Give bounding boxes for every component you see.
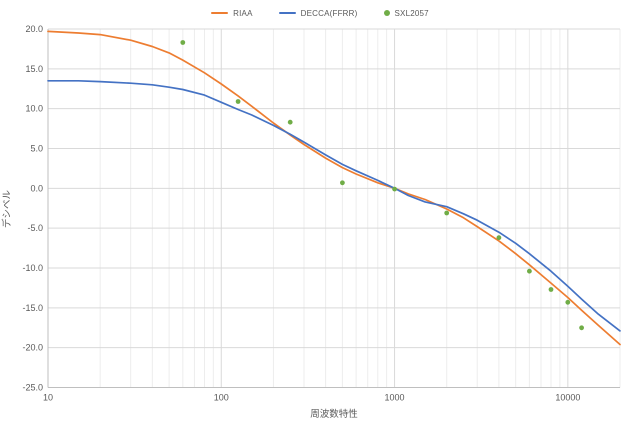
x-tick-label: 1000 [385,393,405,403]
scatter-point-sxl2057 [287,119,293,125]
y-tick-label: 15.0 [25,64,43,74]
series-line-decca-ffrr- [47,79,621,332]
legend-item-decca: DECCA(FFRR) [278,8,358,18]
scatter-point-sxl2057 [579,325,584,331]
series-line-riaa [47,30,621,346]
scatter-point-sxl2057 [340,180,345,186]
decca-line-marker-icon [278,12,296,14]
sxl2057-dot-marker-icon [383,10,390,16]
x-tick-label: 100 [214,393,229,403]
legend-item-sxl2057: SXL2057 [383,8,429,18]
chart-legend: RIAA DECCA(FFRR) SXL2057 [0,6,640,20]
scatter-point-sxl2057 [527,268,532,274]
x-tick-label: 10 [43,393,53,403]
y-tick-label: -15.0 [22,303,43,313]
y-tick-label: 20.0 [25,24,43,34]
scatter-point-sxl2057 [565,299,571,305]
scatter-point-sxl2057 [180,40,186,45]
x-tick-label: 10000 [555,393,580,403]
y-tick-label: -10.0 [22,263,43,273]
y-tick-label: -20.0 [22,343,43,353]
riaa-line-marker-icon [211,12,229,14]
scatter-point-sxl2057 [496,235,502,241]
y-tick-label: 5.0 [30,144,43,154]
scatter-point-sxl2057 [548,287,554,292]
y-tick-label: 0.0 [30,183,43,193]
x-axis-title: 周波数特性 [310,409,358,420]
scatter-point-sxl2057 [235,99,241,104]
scatter-point-sxl2057 [444,210,450,216]
y-tick-label: -5.0 [27,223,43,233]
scatter-point-sxl2057 [392,186,397,192]
y-tick-label: -25.0 [22,383,43,393]
legend-label-sxl2057: SXL2057 [394,8,429,18]
legend-label-riaa: RIAA [233,8,253,18]
y-axis-title: デシベル [2,190,13,229]
y-tick-label: 10.0 [25,104,43,114]
legend-item-riaa: RIAA [211,9,252,18]
legend-label-decca: DECCA(FFRR) [300,8,358,18]
